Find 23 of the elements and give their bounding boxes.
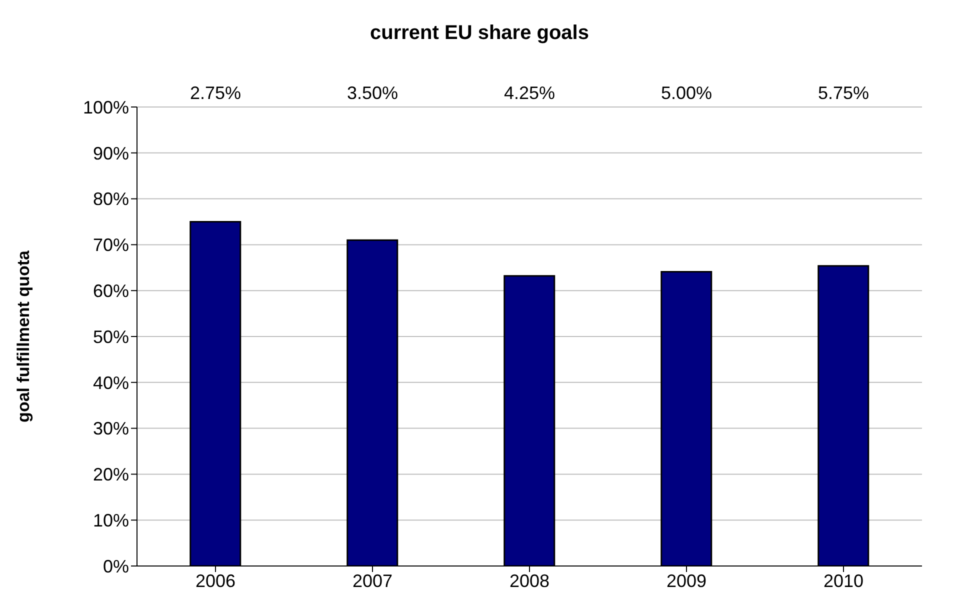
y-tick-label: 90% bbox=[92, 143, 129, 164]
x-tick-label: 2009 bbox=[666, 570, 707, 591]
text: 4.25% bbox=[504, 83, 556, 103]
y-tick-label: 30% bbox=[92, 418, 129, 439]
y-axis-title: goal fulfillment quota bbox=[14, 250, 34, 422]
y-tick-label: 80% bbox=[92, 189, 129, 210]
x-tick-label: 2007 bbox=[352, 570, 393, 591]
x-tick-label: 2010 bbox=[823, 570, 864, 591]
y-tick-label: 20% bbox=[92, 464, 129, 485]
x-tick-label: 2008 bbox=[509, 570, 550, 591]
y-tick-label: 100% bbox=[82, 97, 129, 118]
y-tick-label: 40% bbox=[92, 372, 129, 393]
y-tick-label: 70% bbox=[92, 235, 129, 256]
x-tick-label: 2006 bbox=[195, 570, 236, 591]
y-tick-label: 50% bbox=[92, 326, 129, 347]
text: 3.50% bbox=[346, 83, 398, 103]
y-tick-label: 60% bbox=[92, 280, 129, 301]
y-tick-label: 10% bbox=[92, 510, 129, 530]
text: 2.75% bbox=[190, 83, 242, 103]
text: 5.75% bbox=[818, 83, 870, 103]
chart-title: current EU share goals bbox=[369, 22, 590, 45]
y-tick-label: 0% bbox=[102, 556, 129, 576]
text: 5.00% bbox=[660, 83, 712, 103]
